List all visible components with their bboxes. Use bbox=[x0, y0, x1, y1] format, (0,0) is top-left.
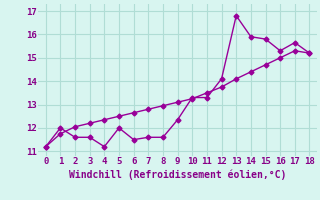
X-axis label: Windchill (Refroidissement éolien,°C): Windchill (Refroidissement éolien,°C) bbox=[69, 169, 286, 180]
